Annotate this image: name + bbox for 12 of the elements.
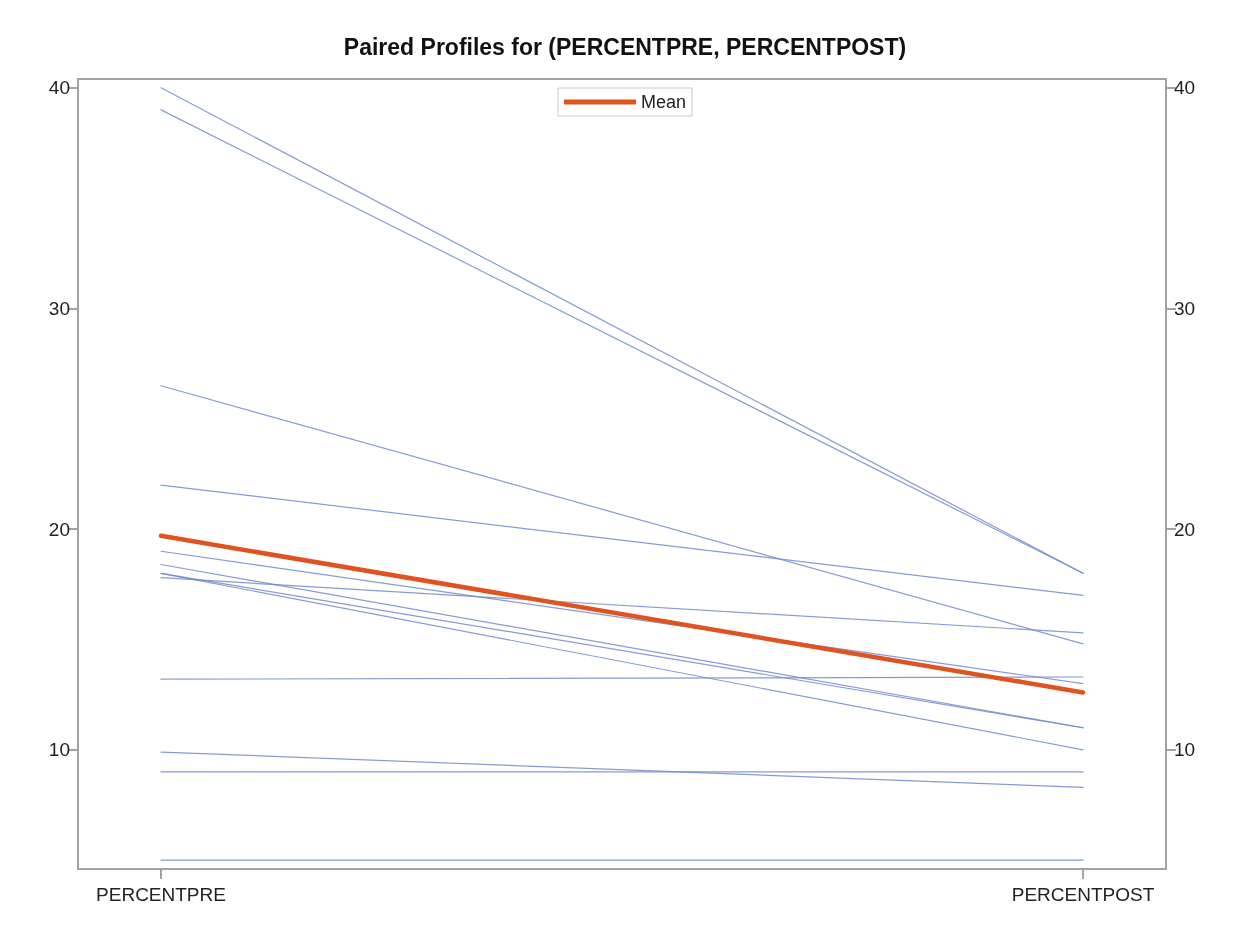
- y2-tick-label: 10: [1174, 739, 1196, 761]
- y-tick-label: 20: [48, 518, 70, 540]
- x-tick-label: PERCENTPOST: [1011, 884, 1155, 905]
- y-tick-label: 30: [48, 298, 70, 319]
- y2-tick-label: 30: [1174, 298, 1196, 319]
- y2-tick-label: 40: [1174, 77, 1196, 99]
- chart-title: Paired Profiles for (PERCENTPRE, PERCENTPOST): [343, 33, 907, 60]
- y-tick-label: 40: [48, 77, 70, 99]
- x-tick-label: PERCENTPRE: [96, 884, 226, 905]
- y-tick-label: 10: [48, 739, 70, 761]
- y2-tick-label: 20: [1174, 518, 1196, 540]
- legend-label: Mean: [640, 92, 687, 112]
